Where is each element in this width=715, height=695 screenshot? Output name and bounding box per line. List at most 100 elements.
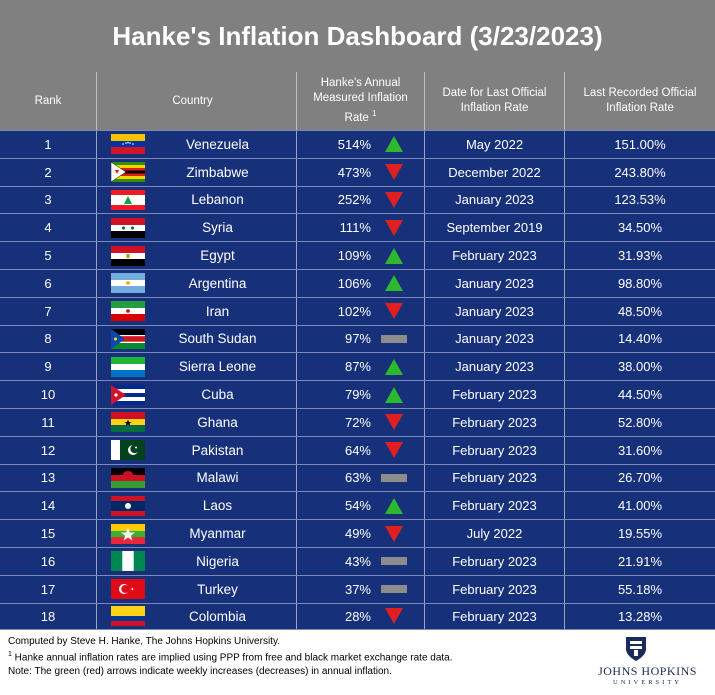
- official-date-cell: February 2023: [425, 436, 565, 464]
- official-rate-cell: 21.91%: [617, 553, 663, 569]
- rank-cell: 7: [0, 297, 97, 325]
- country-name: Egypt: [200, 248, 235, 264]
- rank-cell: 3: [0, 186, 97, 214]
- trend-indicator: [381, 525, 407, 543]
- hanke-rate-cell: 43%: [297, 547, 425, 575]
- trend-indicator: [381, 330, 407, 348]
- up-arrow-icon: [385, 497, 403, 514]
- country-name: Pakistan: [191, 442, 244, 458]
- hanke-rate-cell: 37%: [297, 575, 425, 603]
- myanmar-flag-icon: [111, 523, 145, 544]
- malawi-flag-icon: [111, 467, 145, 488]
- table-row: 4 Syria 111% September 2019 34.50%: [0, 213, 715, 242]
- hanke-rate-value: 63%: [344, 470, 371, 486]
- table-row: 17 Turkey 37% February 2023 55.18%: [0, 574, 715, 603]
- official-rate-cell: 52.80%: [617, 414, 663, 430]
- rank-cell: 12: [0, 436, 97, 464]
- country-cell: Lebanon: [97, 186, 297, 214]
- official-date-cell: February 2023: [425, 575, 565, 603]
- hanke-rate-value: 514%: [337, 136, 371, 152]
- rank-cell: 1: [0, 131, 97, 158]
- sierra-leone-flag-icon: [111, 356, 145, 377]
- up-arrow-icon: [385, 247, 403, 264]
- country-cell: Syria: [97, 214, 297, 242]
- country-name: Lebanon: [191, 192, 244, 208]
- country-name: Cuba: [201, 387, 234, 403]
- hanke-rate-value: 64%: [344, 442, 371, 458]
- hanke-rate-cell: 109%: [297, 242, 425, 269]
- table-header-row: Rank Country Hanke's Annual Measured Inf…: [0, 72, 715, 130]
- footnote-method-text: Hanke annual inflation rates are implied…: [11, 652, 453, 664]
- down-arrow-icon: [385, 414, 403, 431]
- rank-cell: 10: [0, 381, 97, 408]
- rank-cell: 9: [0, 353, 97, 381]
- trend-indicator: [381, 469, 407, 487]
- hanke-rate-value: 43%: [344, 553, 371, 569]
- official-date-cell: January 2023: [425, 353, 565, 381]
- country-cell: Iran: [97, 297, 297, 325]
- jhu-logo: JOHNS HOPKINS UNIVERSITY: [585, 636, 710, 691]
- official-rate-cell: 123.53%: [614, 192, 666, 208]
- official-date-cell: February 2023: [425, 464, 565, 492]
- hanke-rate-cell: 79%: [297, 381, 425, 408]
- footnote-method-sup: 1: [8, 651, 12, 658]
- trend-indicator: [381, 191, 407, 209]
- logo-main-text: JOHNS HOPKINS: [598, 664, 697, 678]
- country-cell: Laos: [97, 492, 297, 520]
- hanke-rate-value: 106%: [337, 275, 371, 291]
- official-date-cell: January 2023: [425, 325, 565, 353]
- table-row: 15 Myanmar 49% July 2022 19.55%: [0, 519, 715, 547]
- university-shield-icon: [626, 637, 646, 661]
- hanke-rate-value: 111%: [339, 220, 371, 236]
- country-cell: Egypt: [97, 242, 297, 269]
- country-cell: Colombia: [97, 603, 297, 630]
- country-name: Iran: [205, 303, 230, 319]
- hanke-rate-value: 49%: [344, 526, 371, 542]
- country-cell: Pakistan: [97, 436, 297, 464]
- trend-indicator: [381, 302, 407, 320]
- country-cell: South Sudan: [97, 325, 297, 353]
- venezuela-flag-icon: [111, 134, 145, 155]
- table-row: 16 Nigeria 43% February 2023 21.91%: [0, 546, 715, 575]
- footnote-method: 1 Hanke annual inflation rates are impli…: [8, 651, 453, 663]
- up-arrow-icon: [385, 136, 403, 153]
- table-row: 6 Argentina 106% January 2023 98.80%: [0, 268, 715, 297]
- country-cell: Sierra Leone: [97, 353, 297, 381]
- official-date-cell: May 2022: [425, 131, 565, 158]
- table-row: 18 Colombia 28% February 2023 13.28%: [0, 602, 715, 631]
- country-cell: Turkey: [97, 575, 297, 603]
- official-rate-cell: 44.50%: [617, 387, 663, 403]
- header-hanke-rate: Hanke's Annual Measured Inflation Rate 1: [297, 72, 425, 130]
- trend-indicator: [381, 441, 407, 459]
- dashboard-title: Hanke's Inflation Dashboard (3/23/2023): [0, 0, 715, 72]
- laos-flag-icon: [111, 495, 145, 516]
- flat-bar-icon: [381, 473, 407, 482]
- official-date-cell: September 2019: [425, 214, 565, 242]
- official-rate-cell: 41.00%: [617, 498, 663, 514]
- official-rate-cell: 151.00%: [614, 136, 666, 152]
- country-name: Myanmar: [189, 526, 246, 542]
- country-name: Colombia: [188, 608, 247, 624]
- trend-indicator: [381, 163, 407, 181]
- inflation-table: Rank Country Hanke's Annual Measured Inf…: [0, 72, 715, 631]
- flat-bar-icon: [381, 585, 407, 594]
- footnote-arrows-note: Note: The green (red) arrows indicate we…: [8, 666, 392, 677]
- country-cell: Myanmar: [97, 520, 297, 547]
- rank-cell: 6: [0, 269, 97, 297]
- official-date-cell: February 2023: [425, 381, 565, 408]
- rank-cell: 17: [0, 575, 97, 603]
- flat-bar-icon: [381, 557, 407, 566]
- table-row: 3 Lebanon 252% January 2023 123.53%: [0, 185, 715, 214]
- official-date-cell: January 2023: [425, 186, 565, 214]
- footer: Computed by Steve H. Hanke, The Johns Ho…: [0, 630, 715, 695]
- up-arrow-icon: [385, 386, 403, 403]
- trend-indicator: [381, 386, 407, 404]
- header-hanke-rate-label: Hanke's Annual Measured Inflation Rate: [313, 77, 408, 124]
- hanke-rate-cell: 514%: [297, 131, 425, 158]
- down-arrow-icon: [385, 303, 403, 320]
- hanke-rate-cell: 97%: [297, 325, 425, 353]
- country-name: Nigeria: [196, 553, 239, 569]
- down-arrow-icon: [385, 191, 403, 208]
- official-rate-cell: 31.60%: [617, 442, 663, 458]
- rank-cell: 16: [0, 547, 97, 575]
